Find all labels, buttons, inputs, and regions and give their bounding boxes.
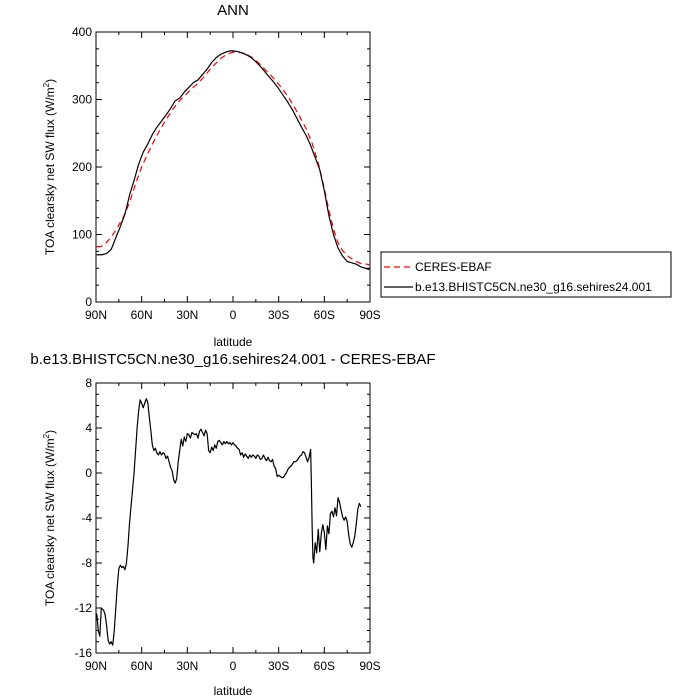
top-y-axis-label-main: TOA clearsky net SW flux (W/m <box>43 87 57 255</box>
top-x-tick-label: 0 <box>230 308 237 322</box>
bottom-axis-ticks: 90N 60N 30N 0 30S 60S 90S -16 -12 -8 -4 0 4 8 <box>75 376 381 673</box>
top-series-group <box>96 50 370 271</box>
legend-label-model: b.e13.BHISTC5CN.ne30_g16.sehires24.001 <box>415 280 652 294</box>
bottom-x-tick-label: 60S <box>314 659 335 673</box>
top-y-axis-label-sup: 2 <box>42 82 51 87</box>
bottom-series-group <box>96 398 362 646</box>
top-y-tick-label: 200 <box>72 160 92 174</box>
bottom-y-axis-label-end: ) <box>43 430 57 434</box>
top-y-tick-label: 300 <box>72 93 92 107</box>
top-y-tick-label: 100 <box>72 228 92 242</box>
bottom-y-tick-label: 8 <box>85 376 92 390</box>
top-x-tick-label: 60S <box>314 308 335 322</box>
top-x-tick-label: 60N <box>131 308 153 322</box>
top-x-axis-label: latitude <box>214 335 253 349</box>
legend-label-ceres: CERES-EBAF <box>415 260 492 274</box>
top-chart-title: ANN <box>217 2 249 19</box>
bottom-y-tick-label: -8 <box>81 556 92 570</box>
top-series-line-0 <box>96 51 370 266</box>
bottom-x-tick-label: 60N <box>131 659 153 673</box>
bottom-x-tick-label: 30S <box>268 659 289 673</box>
top-x-tick-label: 90N <box>85 308 107 322</box>
bottom-series-line-0 <box>96 398 362 646</box>
bottom-x-tick-label: 90S <box>359 659 380 673</box>
top-plot-frame <box>95 31 371 303</box>
top-axis-ticks: 90N 60N 30N 0 30S 60S 90S 0 100 200 300 400 <box>72 25 381 322</box>
bottom-y-axis-label: TOA clearsky net SW flux (W/m2) <box>42 430 57 606</box>
bottom-y-tick-label: -16 <box>75 646 93 660</box>
legend-box <box>380 251 672 298</box>
bottom-x-axis-label: latitude <box>214 684 253 698</box>
top-x-tick-label: 30N <box>176 308 198 322</box>
bottom-y-tick-label: -4 <box>81 511 92 525</box>
bottom-panel: b.e13.BHISTC5CN.ne30_g16.sehires24.001 -… <box>30 351 435 698</box>
bottom-y-axis-label-main: TOA clearsky net SW flux (W/m <box>43 438 57 606</box>
bottom-y-tick-label: 4 <box>85 421 92 435</box>
top-panel: ANN 90N 60N 30N 0 30S 60S 90S 0 100 200 300 400 lat… <box>42 2 672 349</box>
bottom-y-tick-label: 0 <box>85 466 92 480</box>
bottom-y-axis-label-sup: 2 <box>42 433 51 438</box>
top-y-axis-label-end: ) <box>43 79 57 83</box>
top-y-axis-label: TOA clearsky net SW flux (W/m2) <box>42 79 57 255</box>
top-series-line-1 <box>96 50 370 271</box>
bottom-x-tick-label: 90N <box>85 659 107 673</box>
bottom-y-tick-label: -12 <box>75 601 93 615</box>
top-y-tick-label: 400 <box>72 25 92 39</box>
legend: CERES-EBAF b.e13.BHISTC5CN.ne30_g16.sehi… <box>380 251 672 298</box>
top-y-tick-label: 0 <box>85 295 92 309</box>
top-x-tick-label: 30S <box>268 308 289 322</box>
bottom-chart-title: b.e13.BHISTC5CN.ne30_g16.sehires24.001 -… <box>30 351 435 368</box>
bottom-x-tick-label: 0 <box>230 659 237 673</box>
top-x-tick-label: 90S <box>359 308 380 322</box>
bottom-x-tick-label: 30N <box>176 659 198 673</box>
